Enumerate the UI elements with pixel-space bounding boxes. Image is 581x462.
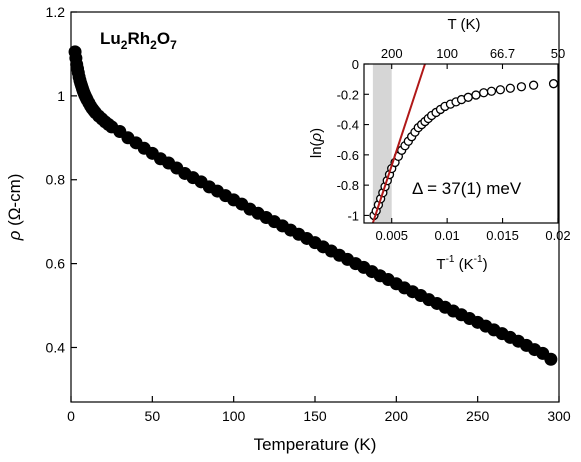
main-y-axis: 0.4 0.6 0.8 1 1.2 bbox=[46, 4, 77, 355]
inset-x-tick-label: 0.01 bbox=[434, 228, 459, 243]
inset-data-point bbox=[463, 92, 473, 102]
inset-y-axis-title: ln(ρ) bbox=[308, 128, 325, 158]
inset-data-point bbox=[479, 88, 489, 98]
main-x-axis: 0 50 100 150 200 250 300 bbox=[67, 396, 571, 424]
inset-top-tick-label: 66.7 bbox=[490, 46, 515, 61]
main-x-tick-label: 50 bbox=[145, 408, 161, 424]
inset-top-axis-title: T (K) bbox=[447, 16, 480, 33]
inset-data-point bbox=[471, 90, 481, 100]
main-y-tick-label: 0.4 bbox=[46, 339, 66, 355]
inset-y-tick-label: -0.6 bbox=[337, 148, 359, 163]
inset-background bbox=[364, 64, 558, 223]
compound-label: Lu2Rh2O7 bbox=[100, 29, 177, 52]
main-data-point bbox=[544, 352, 558, 366]
main-y-tick-label: 0.6 bbox=[46, 256, 66, 272]
inset-top-tick-label: 200 bbox=[381, 46, 403, 61]
main-x-tick-label: 200 bbox=[385, 408, 409, 424]
inset-x-axis: 0.005 0.01 0.015 0.02 bbox=[375, 218, 571, 243]
main-x-tick-label: 100 bbox=[222, 408, 246, 424]
inset-x-tick-label: 0.015 bbox=[486, 228, 519, 243]
main-y-tick-label: 1.2 bbox=[46, 4, 66, 20]
inset-y-tick-label: 0 bbox=[352, 57, 359, 72]
inset-y-axis: 0 -0.2 -0.4 -0.6 -0.8 -1 bbox=[337, 57, 369, 223]
inset-top-tick-label: 50 bbox=[551, 46, 565, 61]
main-y-tick-label: 1 bbox=[57, 88, 65, 104]
inset-y-tick-label: -1 bbox=[347, 208, 359, 223]
inset-y-tick-label: -0.8 bbox=[337, 178, 359, 193]
main-data-series bbox=[68, 45, 558, 366]
main-x-tick-label: 150 bbox=[303, 408, 327, 424]
inset-x-tick-label: 0.02 bbox=[545, 228, 570, 243]
inset-plot-frame bbox=[363, 63, 559, 224]
inset-data-point bbox=[528, 80, 539, 90]
inset-data-point bbox=[516, 82, 527, 92]
inset-data-point bbox=[548, 79, 559, 89]
main-x-axis-title: Temperature (K) bbox=[254, 435, 377, 454]
inset-y-tick-label: -0.2 bbox=[337, 87, 359, 102]
inset-data-point bbox=[486, 86, 497, 96]
inset-top-axis: 200 100 66.7 50 bbox=[381, 46, 565, 69]
gap-annotation: Δ = 37(1) meV bbox=[412, 179, 522, 198]
inset-top-tick-label: 100 bbox=[436, 46, 458, 61]
inset-fit-line bbox=[371, 63, 426, 224]
inset-chart: 0 -0.2 -0.4 -0.6 -0.8 -1 0.005 0.01 0.015 0.02 2… bbox=[308, 16, 571, 273]
inset-y-tick-label: -0.4 bbox=[337, 118, 359, 133]
main-x-tick-label: 300 bbox=[547, 408, 571, 424]
main-y-axis-title: ρ (Ω-cm) bbox=[5, 174, 24, 242]
rho-symbol: ρ bbox=[5, 230, 24, 241]
main-x-tick-label: 0 bbox=[67, 408, 75, 424]
inset-x-axis-title: T-1 (K-1) bbox=[436, 254, 487, 273]
main-y-tick-label: 0.8 bbox=[46, 172, 66, 188]
inset-data-point bbox=[495, 85, 506, 95]
inset-x-tick-label: 0.005 bbox=[375, 228, 408, 243]
inset-data-point bbox=[505, 83, 515, 93]
main-y-unit: (Ω-cm) bbox=[5, 174, 24, 231]
main-x-tick-label: 250 bbox=[466, 408, 490, 424]
